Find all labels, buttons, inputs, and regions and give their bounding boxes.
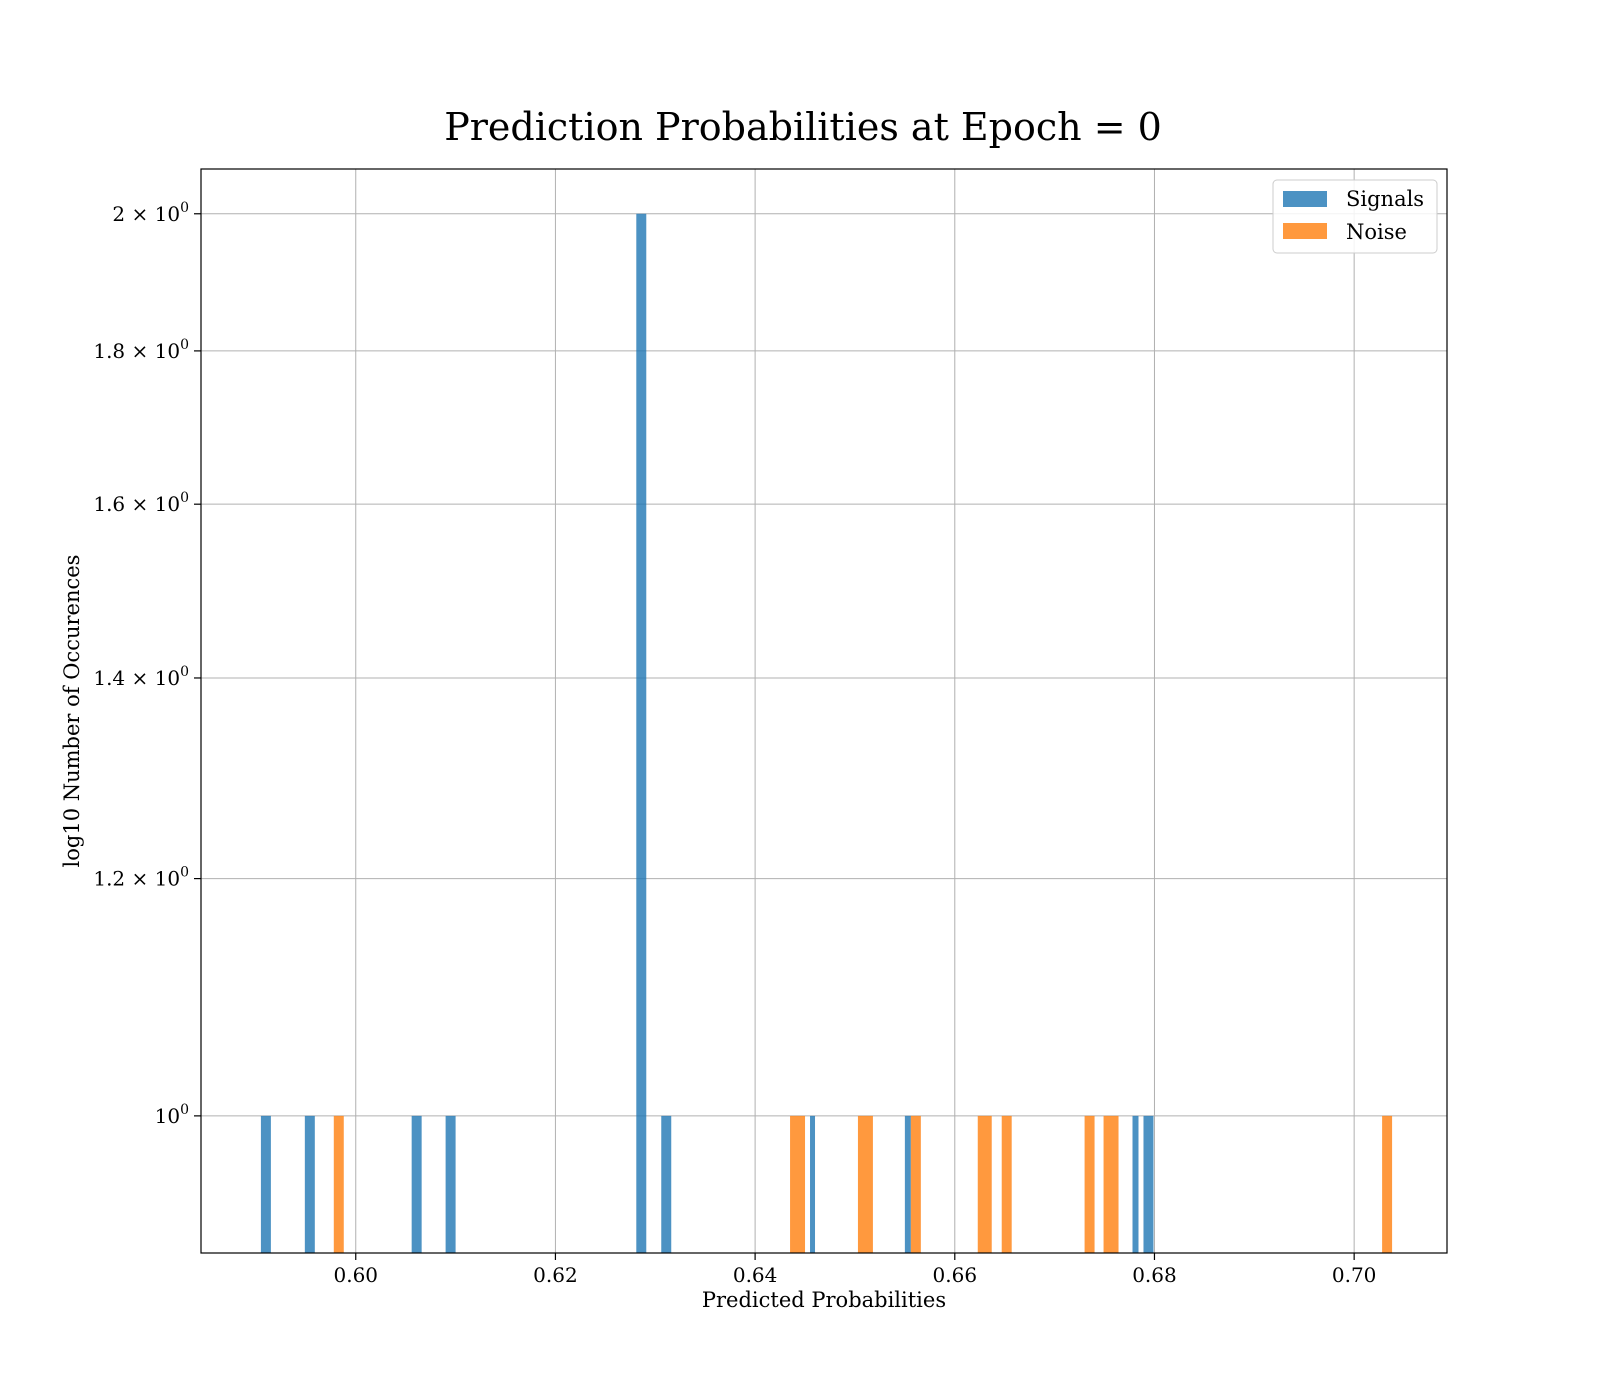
signals-bar <box>661 1115 672 1253</box>
signals-bar <box>260 1115 271 1253</box>
chart-title: Prediction Probabilities at Epoch = 0 <box>444 105 1162 149</box>
signals-bar <box>1143 1115 1154 1253</box>
x-tick-label: 0.62 <box>533 1263 578 1287</box>
y-tick-label: 1.6 × 100 <box>93 490 189 516</box>
x-tick-label: 0.64 <box>733 1263 778 1287</box>
signals-bar <box>810 1115 816 1253</box>
y-tick-label: 100 <box>155 1102 189 1128</box>
noise-bar <box>1382 1115 1393 1253</box>
noise-bar <box>857 1115 873 1253</box>
legend-label-signals: Signals <box>1346 187 1424 211</box>
y-tick-label: 1.4 × 100 <box>93 664 189 690</box>
signals-bar <box>304 1115 315 1253</box>
legend-label-noise: Noise <box>1346 220 1407 244</box>
y-ticks: 100 1.2 × 100 1.4 × 100 1.6 × 100 1.8 × 100 2… <box>93 200 201 1128</box>
x-tick-label: 0.68 <box>1132 1263 1177 1287</box>
y-tick-label: 1.8 × 100 <box>93 337 189 363</box>
noise-bar <box>1001 1115 1012 1253</box>
y-tick-label: 1.2 × 100 <box>93 865 189 891</box>
signals-bar <box>1132 1115 1139 1253</box>
signals-bar <box>445 1115 456 1253</box>
signals-bar <box>636 213 647 1253</box>
legend: Signals Noise <box>1272 179 1438 254</box>
noise-bar <box>1084 1115 1095 1253</box>
x-tick-label: 0.70 <box>1332 1263 1377 1287</box>
signals-bar <box>411 1115 422 1253</box>
y-axis-label: log10 Number of Occurences <box>60 555 84 868</box>
noise-bar <box>977 1115 992 1253</box>
noise-bar <box>790 1115 806 1253</box>
legend-swatch-noise <box>1283 223 1327 239</box>
noise-bar <box>333 1115 344 1253</box>
legend-swatch-signals <box>1283 191 1327 207</box>
noise-bar <box>1103 1115 1119 1253</box>
x-tick-label: 0.66 <box>933 1263 978 1287</box>
signals-bar <box>904 1115 911 1253</box>
x-axis-label: Predicted Probabilities <box>702 1288 946 1312</box>
bars <box>260 213 1393 1253</box>
noise-bar <box>910 1115 921 1253</box>
plot-frame <box>200 168 1448 1254</box>
x-ticks: 0.60 0.62 0.64 0.66 0.68 0.70 <box>333 1253 1376 1287</box>
grid-lines <box>201 169 1447 1253</box>
x-tick-label: 0.60 <box>333 1263 378 1287</box>
y-tick-label: 2 × 100 <box>112 200 189 226</box>
